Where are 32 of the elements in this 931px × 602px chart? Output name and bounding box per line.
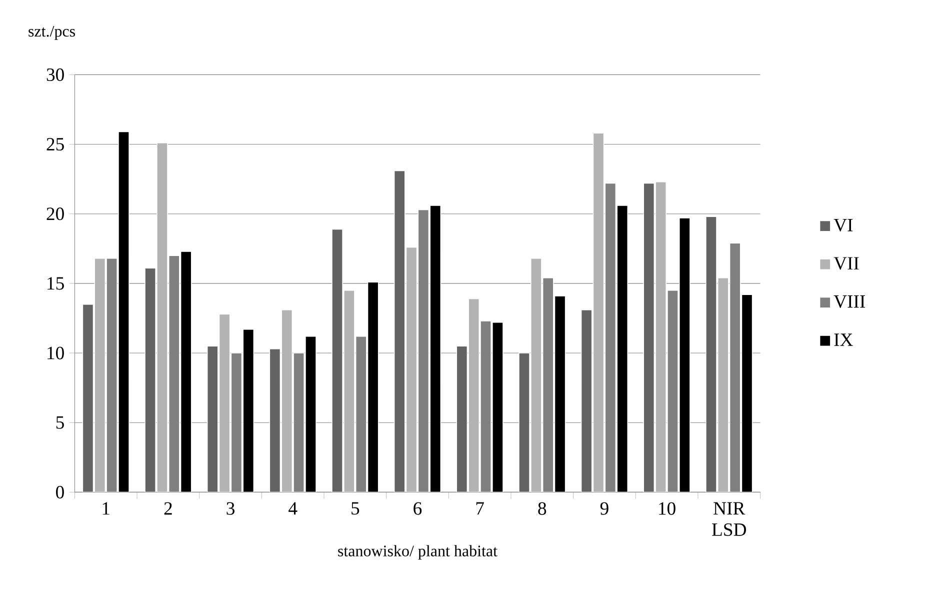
- x-tick-label: NIR LSD: [712, 502, 746, 536]
- y-tick-label: 10: [48, 346, 64, 360]
- x-tick-label: 7: [476, 502, 484, 515]
- x-tick-label: 2: [164, 502, 172, 515]
- bar: [554, 296, 566, 492]
- y-tick-label: 5: [56, 416, 64, 430]
- x-tick-label: 5: [352, 502, 360, 515]
- y-tick-label: 20: [46, 208, 64, 220]
- x-tick-label: 4: [288, 502, 298, 515]
- x-tick-label: 1: [102, 502, 110, 515]
- y-tick-label: 30: [46, 68, 64, 82]
- y-axis-title: szt./pcs: [28, 26, 75, 40]
- x-tick-label: 3: [226, 502, 234, 515]
- x-tick-label: 9: [600, 502, 608, 515]
- legend-label: VII: [834, 257, 859, 270]
- x-tick-label: 6: [414, 502, 422, 515]
- x-axis-title: stanowisko/ plant habitat: [338, 545, 498, 560]
- y-tick-label: 0: [56, 486, 64, 499]
- y-tick-label: 15: [48, 277, 64, 290]
- bar: [741, 294, 753, 492]
- legend-label: IX: [834, 334, 853, 346]
- bar: [367, 282, 379, 492]
- y-tick-label: 25: [46, 138, 64, 151]
- legend-label: VIII: [834, 296, 866, 308]
- bar: [242, 329, 254, 492]
- bar: [616, 205, 628, 492]
- bar: [430, 205, 442, 492]
- legend-label: VI: [834, 219, 853, 232]
- x-tick-label: 10: [659, 502, 676, 516]
- bar: [118, 132, 130, 492]
- bar: [180, 251, 192, 492]
- x-tick-label: 8: [538, 502, 546, 516]
